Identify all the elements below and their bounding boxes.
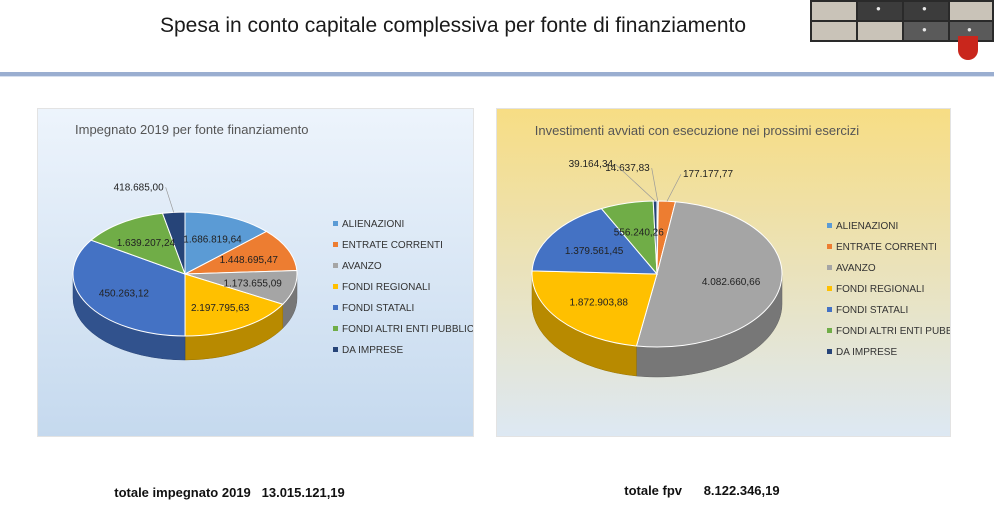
legend-swatch-fondi-regionali: [333, 284, 338, 289]
user-icon: ●: [876, 4, 881, 13]
legend-label-entrate-correnti: ENTRATE CORRENTI: [836, 242, 937, 253]
legend-label-fondi-regionali: FONDI REGIONALI: [342, 282, 430, 293]
video-tile-2[interactable]: ●: [858, 2, 902, 20]
footer-total-impegnato: totale impegnato 2019 13.015.121,19: [107, 470, 345, 500]
legend-label-avanzo: AVANZO: [342, 261, 382, 272]
pie-slice-fondi-statali: [531, 208, 659, 275]
data-label-da-imprese: 39.164,34: [569, 159, 614, 170]
legend-swatch-alienazioni: [827, 223, 832, 228]
legend-swatch-fondi-statali: [333, 305, 338, 310]
legend-label-da-imprese: DA IMPRESE: [836, 347, 897, 358]
data-label-entrate-correnti: 1.448.695,47: [220, 255, 279, 266]
footer-total-fpv-label: totale fpv: [624, 483, 683, 498]
legend-label-fondi-altri-enti-pubblici: FONDI ALTRI ENTI PUBBLICI: [342, 324, 473, 335]
legend-label-alienazioni: ALIENAZIONI: [342, 219, 404, 230]
video-tile-1[interactable]: [812, 2, 856, 20]
user-icon: ●: [922, 25, 927, 34]
footer-total-impegnato-label: totale impegnato 2019: [114, 485, 251, 500]
video-tile-7[interactable]: ●: [904, 22, 948, 40]
chart-panel-right: Investimenti avviati con esecuzione nei …: [496, 108, 951, 437]
chart-panel-left: Impegnato 2019 per fonte finanziamento 1.…: [37, 108, 474, 437]
pie-slice-da-imprese: [652, 200, 658, 275]
data-label-avanzo: 1.173.655,09: [223, 279, 282, 290]
data-label-da-imprese: 418.685,00: [114, 182, 164, 193]
legend-label-fondi-regionali: FONDI REGIONALI: [836, 284, 924, 295]
video-tile-5[interactable]: [812, 22, 856, 40]
user-icon: ●: [967, 25, 972, 34]
legend-swatch-fondi-statali: [827, 307, 832, 312]
pie-slice-fondi-regionali: [184, 273, 284, 337]
legend-swatch-avanzo: [333, 263, 338, 268]
data-label-alienazioni: 1.686.819,64: [183, 235, 242, 246]
legend-swatch-alienazioni: [333, 221, 338, 226]
data-label-fondi-regionali: 2.197.795,63: [191, 303, 250, 314]
title-underline-shadow: [0, 76, 994, 77]
pie-slice-avanzo: [635, 201, 783, 348]
leader-line: [651, 167, 659, 202]
data-label-fondi-altri-enti-pubblici: 556.240,26: [614, 228, 664, 239]
legend-swatch-da-imprese: [333, 347, 338, 352]
legend-swatch-avanzo: [827, 265, 832, 270]
legend-label-da-imprese: DA IMPRESE: [342, 345, 403, 356]
legend-swatch-fondi-altri-enti-pubblici: [827, 328, 832, 333]
pie-slice-fondi-regionali: [531, 270, 658, 347]
legend-swatch-fondi-altri-enti-pubblici: [333, 326, 338, 331]
legend-label-fondi-statali: FONDI STATALI: [836, 305, 908, 316]
legend-swatch-entrate-correnti: [333, 242, 338, 247]
footer-total-fpv-value: 8.122.346,19: [703, 483, 780, 498]
pie-slice-alienazioni: [184, 211, 268, 275]
video-strip[interactable]: ● ● ● ●: [810, 0, 994, 42]
legend-label-alienazioni: ALIENAZIONI: [836, 221, 898, 232]
video-tile-3[interactable]: ●: [904, 2, 948, 20]
leader-line: [666, 174, 682, 202]
pie-slice-fondi-altri-enti-pubblici: [90, 212, 186, 275]
pie-chart-impegnato: Impegnato 2019 per fonte finanziamento 1.…: [38, 109, 473, 436]
leader-line: [614, 163, 656, 202]
data-label-fondi-statali: 1.379.561,45: [565, 246, 624, 257]
leader-line: [165, 187, 175, 213]
legend-label-fondi-statali: FONDI STATALI: [342, 303, 414, 314]
logo-badge: [958, 36, 978, 60]
legend-label-fondi-altri-enti-pubblici: FONDI ALTRI ENTI PUBBLICI: [836, 326, 950, 337]
title-underline: [0, 72, 994, 76]
data-label-avanzo: 4.082.660,66: [702, 277, 761, 288]
data-label-fondi-altri-enti-pubblici: 1.639.207,24: [117, 238, 176, 249]
legend-swatch-entrate-correnti: [827, 244, 832, 249]
video-tile-4[interactable]: [950, 2, 992, 20]
pie-chart-investimenti: Investimenti avviati con esecuzione nei …: [497, 109, 950, 436]
data-label-fondi-statali: 450.263,12: [99, 288, 149, 299]
footer-total-impegnato-value: 13.015.121,19: [261, 485, 345, 500]
user-icon: ●: [922, 4, 927, 13]
data-label-fondi-regionali: 1.872.903,88: [570, 298, 629, 309]
pie-slice-entrate-correnti: [184, 230, 298, 275]
video-tile-8[interactable]: ●: [950, 22, 992, 40]
legend-label-avanzo: AVANZO: [836, 263, 876, 274]
legend-swatch-fondi-regionali: [827, 286, 832, 291]
data-label-alienazioni: 14.637,83: [605, 163, 650, 174]
data-label-entrate-correnti: 177.177,77: [683, 169, 733, 180]
footer-total-fpv: totale fpv 8.122.346,19: [617, 468, 780, 498]
chart-title: Investimenti avviati con esecuzione nei …: [535, 123, 860, 138]
slide-title: Spesa in conto capitale complessiva per …: [160, 14, 747, 37]
legend-swatch-da-imprese: [827, 349, 832, 354]
video-tile-6[interactable]: [858, 22, 902, 40]
chart-title: Impegnato 2019 per fonte finanziamento: [75, 122, 308, 137]
legend-label-entrate-correnti: ENTRATE CORRENTI: [342, 240, 443, 251]
